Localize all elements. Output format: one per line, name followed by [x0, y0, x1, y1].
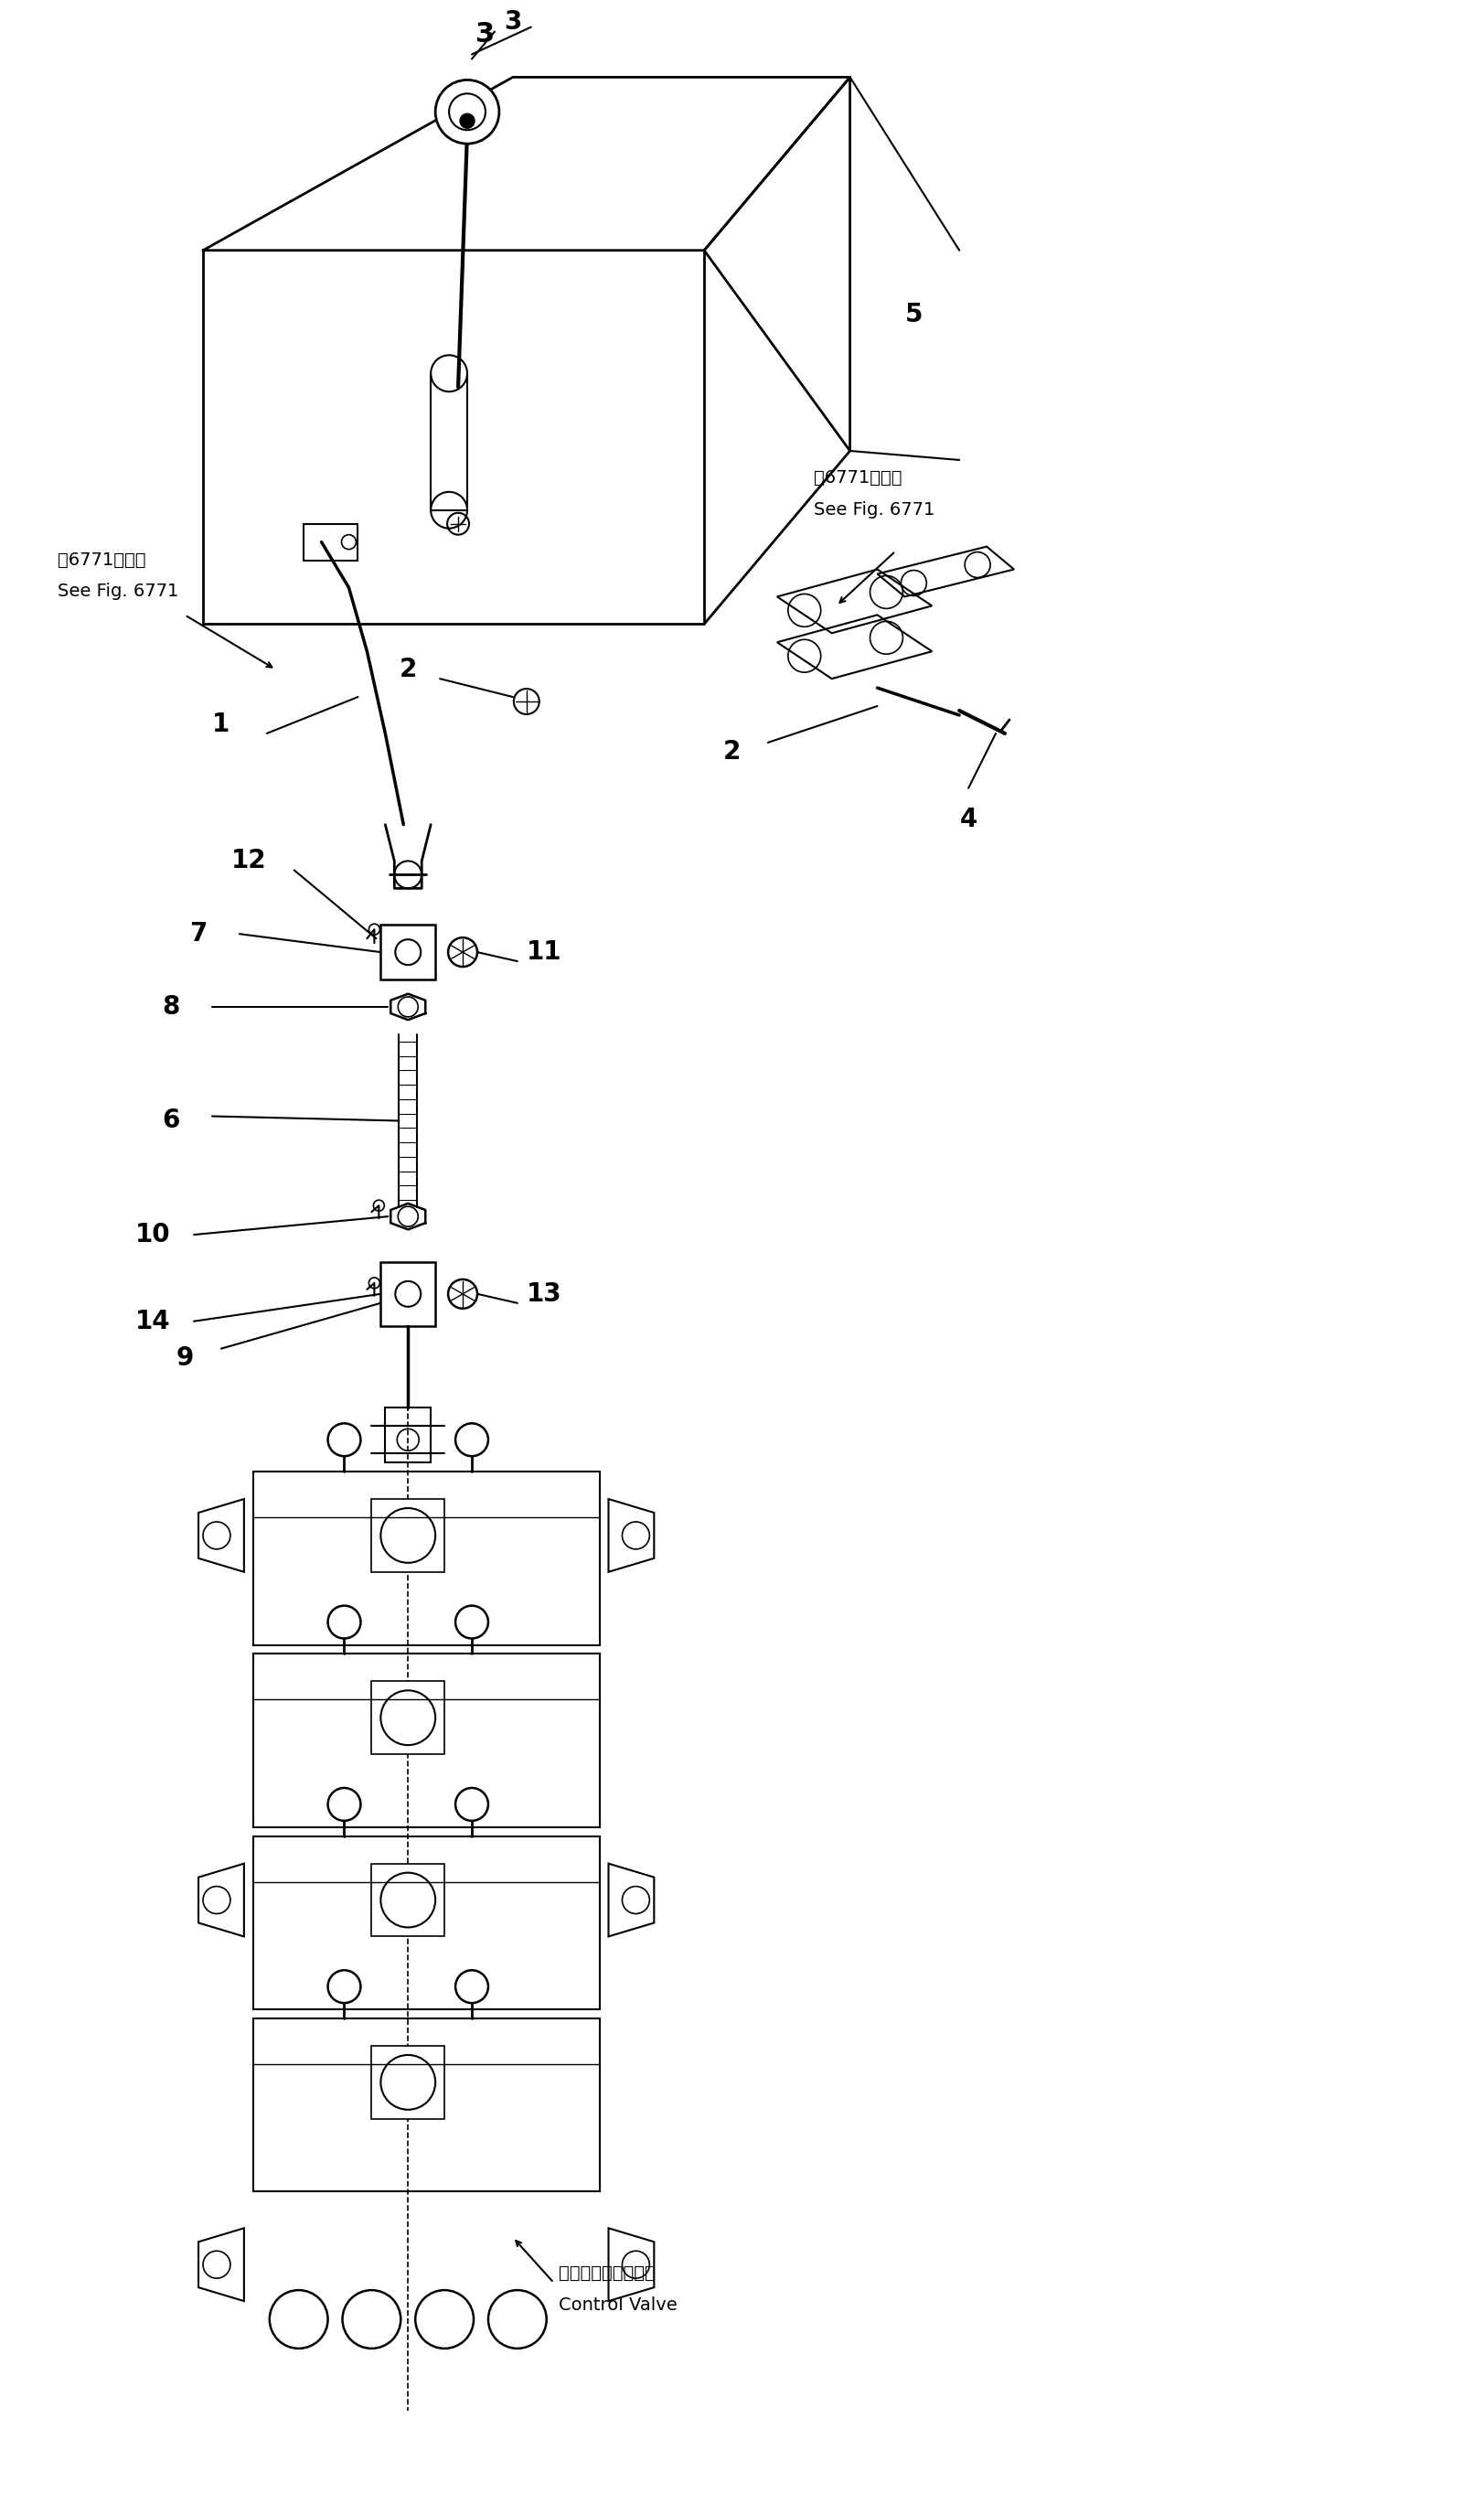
Circle shape [380, 1873, 435, 1928]
Circle shape [398, 998, 418, 1018]
Text: See Fig. 6771: See Fig. 6771 [813, 501, 933, 519]
Text: 5: 5 [904, 302, 922, 327]
Text: 13: 13 [527, 1282, 561, 1307]
Bar [371, 2045, 444, 2120]
Text: 第6771図参照: 第6771図参照 [58, 551, 145, 569]
Circle shape [456, 1970, 488, 2003]
Bar [252, 2018, 600, 2192]
Circle shape [622, 2252, 649, 2280]
Circle shape [448, 1279, 476, 1309]
Circle shape [380, 2055, 435, 2110]
Text: 11: 11 [527, 940, 561, 965]
Text: Control Valve: Control Valve [558, 2297, 677, 2314]
Text: 7: 7 [190, 920, 208, 948]
Circle shape [203, 1885, 230, 1913]
Text: See Fig. 6771: See Fig. 6771 [58, 584, 178, 601]
Circle shape [488, 2289, 546, 2349]
Text: 12: 12 [232, 848, 266, 873]
Text: 2: 2 [399, 656, 417, 683]
Bar [252, 1836, 600, 2010]
Circle shape [416, 2289, 473, 2349]
Bar [371, 1499, 444, 1571]
Circle shape [622, 1521, 649, 1549]
Text: 3: 3 [503, 10, 521, 35]
Bar [371, 1863, 444, 1935]
Bar [380, 1262, 435, 1327]
Text: 6: 6 [162, 1107, 180, 1135]
Text: コントロールバルブ: コントロールバルブ [558, 2265, 654, 2282]
Bar [384, 1409, 430, 1461]
Text: 14: 14 [135, 1309, 171, 1334]
Bar [303, 524, 358, 561]
Text: 第6771図参照: 第6771図参照 [813, 469, 901, 486]
Circle shape [435, 80, 499, 145]
Circle shape [270, 2289, 328, 2349]
Text: 9: 9 [177, 1344, 193, 1372]
Circle shape [456, 1606, 488, 1639]
Bar [371, 1681, 444, 1753]
Text: 4: 4 [959, 806, 976, 833]
Circle shape [328, 1970, 361, 2003]
Text: 3: 3 [475, 20, 494, 47]
Circle shape [380, 1509, 435, 1564]
Circle shape [456, 1788, 488, 1821]
Bar [252, 1654, 600, 1828]
Text: 8: 8 [162, 995, 180, 1020]
Circle shape [328, 1424, 361, 1456]
Circle shape [622, 1885, 649, 1913]
Circle shape [460, 115, 475, 127]
Circle shape [456, 1424, 488, 1456]
Bar [380, 925, 435, 980]
Text: 1: 1 [212, 711, 230, 738]
Circle shape [328, 1606, 361, 1639]
Circle shape [328, 1788, 361, 1821]
Text: 2: 2 [723, 738, 741, 766]
Bar [252, 1471, 600, 1646]
Circle shape [203, 1521, 230, 1549]
Circle shape [203, 2252, 230, 2280]
Circle shape [343, 2289, 401, 2349]
Circle shape [398, 1207, 418, 1227]
Circle shape [448, 938, 476, 968]
Text: 10: 10 [135, 1222, 171, 1247]
Circle shape [380, 1691, 435, 1746]
